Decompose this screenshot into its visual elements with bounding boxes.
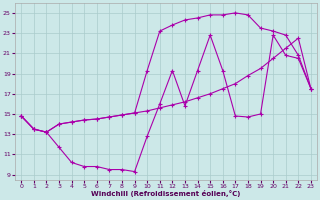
X-axis label: Windchill (Refroidissement éolien,°C): Windchill (Refroidissement éolien,°C) (92, 190, 241, 197)
